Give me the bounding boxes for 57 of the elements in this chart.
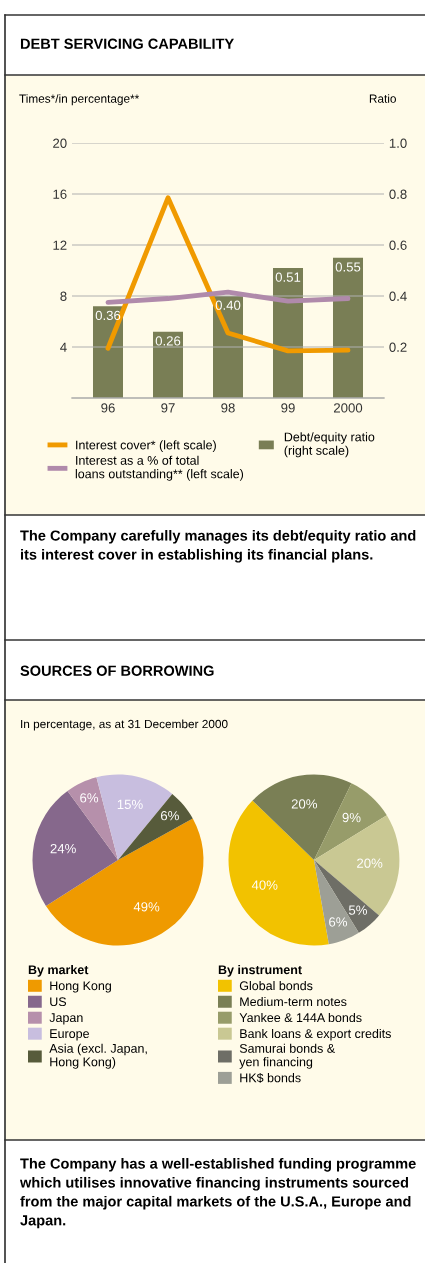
legend-label: Global bonds — [239, 980, 313, 991]
legend-label: Asia (excl. Japan, Hong Kong) — [49, 1043, 147, 1069]
legend-label: Debt/equity ratio (right scale) — [284, 432, 375, 458]
x-tick-label: 97 — [161, 403, 175, 413]
legend-label: Yankee & 144A bonds — [239, 1012, 362, 1023]
bar — [153, 331, 183, 398]
legend-label: Medium-term notes — [240, 996, 347, 1007]
y-tick-label: 20 — [53, 138, 67, 148]
y2-tick-label: 0.4 — [389, 291, 407, 301]
y2-axis-title: Ratio — [369, 94, 396, 103]
x-tick-label: 96 — [101, 403, 115, 413]
pie-slice — [118, 793, 193, 860]
data-label: 15% — [117, 799, 143, 810]
text: The Company has a well-established funding programme which utilises innovative financing instruments sourced from the major capital markets of the U.S.A., Europe and Japan. — [19, 1158, 416, 1229]
legend-title: By instrument — [218, 965, 302, 977]
pie-slice — [32, 791, 118, 907]
data-label: 40% — [251, 880, 278, 890]
chart-title: DEBT SERVICING CAPABILITY — [20, 38, 234, 49]
legend-label: Europe — [50, 1029, 89, 1041]
data-label: 6% — [329, 917, 348, 927]
data-label: 9% — [342, 812, 361, 823]
data-label: 6% — [80, 793, 99, 803]
data-label: 0.51 — [275, 272, 301, 282]
y-tick-label: 16 — [53, 189, 67, 199]
legend-label: US — [50, 997, 67, 1007]
y-axis-title: Times*/in percentage** — [19, 94, 140, 106]
legend-label: Samurai bonds & yen financing — [239, 1043, 335, 1069]
y-tick-label: 12 — [53, 240, 67, 250]
data-label: 6% — [160, 810, 179, 821]
data-label: 20% — [357, 858, 383, 868]
x-tick-label: 98 — [221, 403, 235, 413]
chart-subtitle: In percentage, as at 31 December 2000 — [21, 719, 228, 731]
chart-title: SOURCES OF BORROWING — [20, 665, 214, 676]
y-tick-label: 4 — [60, 342, 67, 352]
data-label: 0.26 — [155, 336, 181, 346]
data-label: 5% — [348, 905, 367, 915]
y2-tick-label: 1.0 — [389, 138, 407, 148]
pie-slice — [228, 800, 329, 946]
legend-title: By market — [28, 965, 89, 977]
data-label: 20% — [291, 799, 318, 809]
legend-label: Japan — [49, 1013, 83, 1025]
y2-tick-label: 0.2 — [389, 342, 407, 352]
data-label: 0.55 — [335, 262, 361, 272]
y2-tick-label: 0.6 — [389, 240, 407, 250]
legend-label: Interest cover* (left scale) — [76, 440, 216, 452]
legend-label: Interest as a % of total loans outstanding** (left scale) — [75, 455, 244, 481]
bar — [333, 257, 363, 398]
legend-label: Hong Kong — [50, 981, 111, 993]
y2-tick-label: 0.8 — [389, 189, 407, 199]
text: The Company carefully manages its debt/equity ratio and its interest cover in establishing its financial plans. — [20, 530, 416, 563]
data-label: 24% — [50, 843, 76, 854]
data-label: 49% — [133, 902, 160, 912]
x-tick-label: 99 — [281, 403, 295, 413]
legend-label: HK$ bonds — [240, 1072, 301, 1084]
y-tick-label: 8 — [60, 291, 67, 301]
x-tick-label: 2000 — [333, 403, 363, 413]
legend-label: Bank loans & export credits — [240, 1028, 391, 1041]
